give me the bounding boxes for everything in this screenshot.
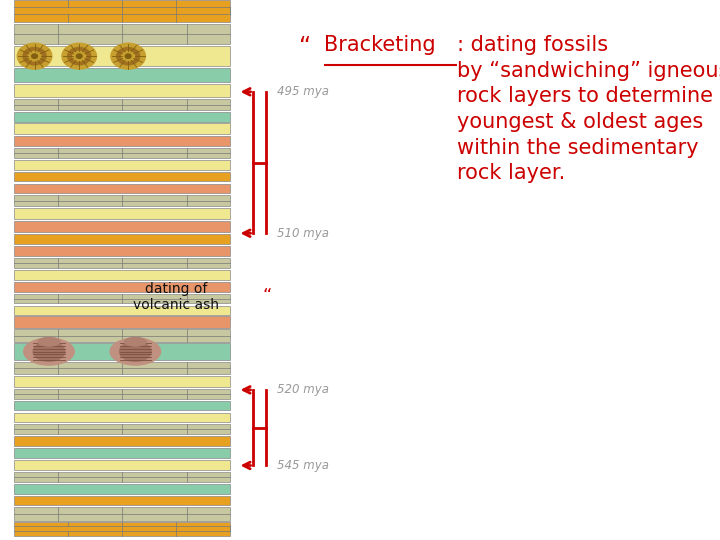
Bar: [14, 195, 230, 206]
Bar: [14, 282, 230, 292]
Bar: [14, 376, 230, 387]
Ellipse shape: [38, 338, 60, 346]
Bar: [14, 246, 230, 256]
Bar: [14, 0, 230, 22]
Text: 495 mya: 495 mya: [277, 85, 329, 98]
Bar: [14, 172, 230, 181]
Bar: [14, 401, 230, 410]
Circle shape: [111, 43, 145, 69]
Circle shape: [28, 51, 41, 61]
Ellipse shape: [120, 342, 151, 361]
Bar: [14, 294, 230, 303]
Circle shape: [62, 43, 96, 69]
Bar: [14, 160, 230, 170]
Bar: [14, 484, 230, 494]
Bar: [14, 184, 230, 193]
Ellipse shape: [24, 338, 74, 365]
Text: dating of
volcanic ash: dating of volcanic ash: [133, 282, 220, 312]
Bar: [14, 460, 230, 470]
Circle shape: [32, 54, 37, 58]
Bar: [14, 136, 230, 146]
Text: “: “: [299, 35, 311, 59]
Bar: [14, 208, 230, 219]
Bar: [14, 123, 230, 134]
Circle shape: [73, 51, 86, 61]
Bar: [14, 270, 230, 280]
Bar: [14, 112, 230, 122]
Text: “: “: [263, 287, 272, 305]
Bar: [14, 84, 230, 97]
Bar: [14, 362, 230, 374]
Circle shape: [23, 48, 46, 65]
Text: 545 mya: 545 mya: [277, 459, 329, 472]
Bar: [14, 522, 230, 536]
Bar: [14, 221, 230, 232]
Circle shape: [17, 43, 52, 69]
Bar: [14, 148, 230, 158]
Ellipse shape: [33, 342, 65, 361]
Circle shape: [125, 54, 131, 58]
Bar: [14, 306, 230, 315]
Ellipse shape: [125, 338, 146, 346]
Bar: [14, 68, 230, 82]
Bar: [14, 316, 230, 328]
Bar: [14, 258, 230, 268]
Ellipse shape: [110, 338, 161, 365]
Bar: [14, 448, 230, 458]
Bar: [14, 424, 230, 434]
Circle shape: [68, 48, 91, 65]
Text: Bracketing: Bracketing: [324, 35, 436, 55]
Bar: [14, 413, 230, 422]
Bar: [14, 24, 230, 44]
Bar: [14, 496, 230, 505]
Bar: [14, 472, 230, 482]
Circle shape: [117, 48, 140, 65]
Bar: [14, 329, 230, 342]
Text: : dating fossils
by “sandwiching” igneous
rock layers to determine
youngest & ol: : dating fossils by “sandwiching” igneou…: [457, 35, 720, 183]
Bar: [14, 389, 230, 399]
Bar: [14, 343, 230, 360]
Text: 510 mya: 510 mya: [277, 227, 329, 240]
Bar: [14, 507, 230, 521]
Text: 520 mya: 520 mya: [277, 383, 329, 396]
Bar: [14, 99, 230, 110]
Bar: [14, 234, 230, 244]
Circle shape: [76, 54, 82, 58]
Circle shape: [122, 51, 135, 61]
Bar: [14, 46, 230, 66]
Bar: [14, 436, 230, 446]
